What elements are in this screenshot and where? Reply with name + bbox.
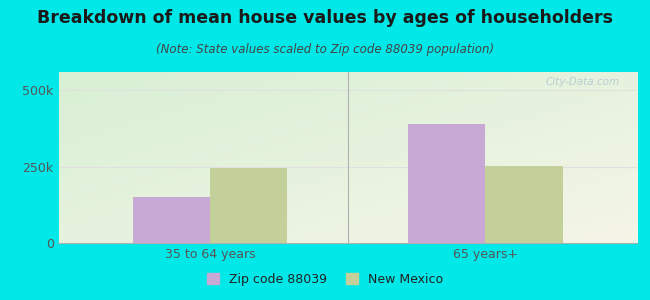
Bar	[408, 124, 486, 243]
Bar	[133, 197, 210, 243]
Legend: Zip code 88039, New Mexico: Zip code 88039, New Mexico	[202, 268, 448, 291]
Text: (Note: State values scaled to Zip code 88039 population): (Note: State values scaled to Zip code 8…	[156, 44, 494, 56]
Text: Breakdown of mean house values by ages of householders: Breakdown of mean house values by ages o…	[37, 9, 613, 27]
Bar	[210, 168, 287, 243]
Text: City-Data.com: City-Data.com	[545, 77, 619, 87]
Bar	[486, 166, 563, 243]
